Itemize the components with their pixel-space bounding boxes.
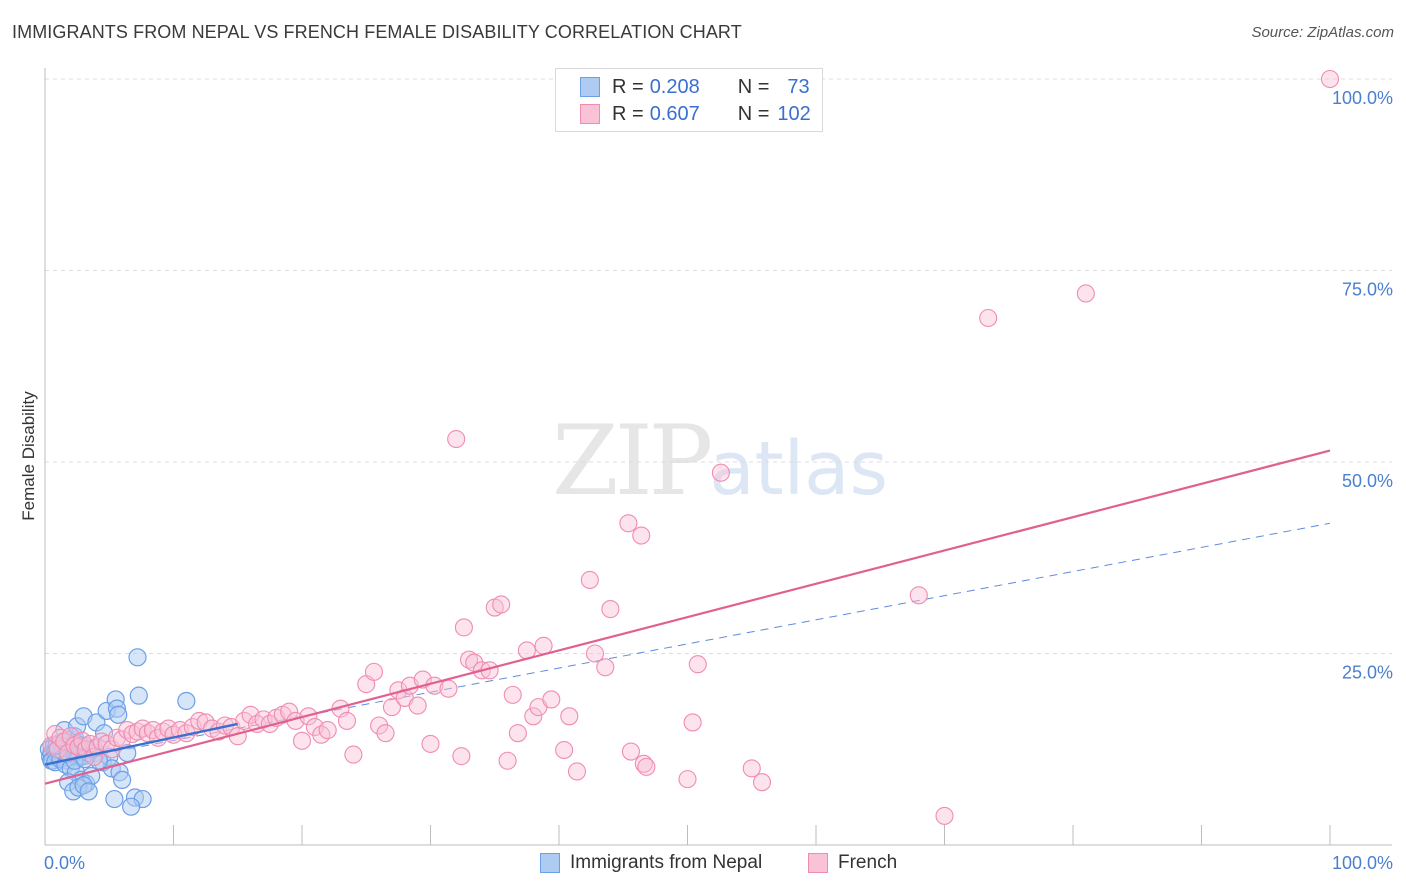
- legend-n-label: N =: [737, 102, 770, 125]
- legend-swatch-nepal: [540, 853, 560, 873]
- data-point-french: [498, 751, 517, 770]
- trend-line-nepal-extended: [44, 522, 1331, 766]
- data-point-french: [634, 754, 653, 773]
- data-point-french: [1076, 284, 1095, 303]
- legend-r-value-french: 0.607: [649, 102, 700, 125]
- watermark: ZIPatlas: [552, 405, 888, 517]
- data-point-french: [382, 698, 402, 717]
- data-point-french: [632, 526, 651, 545]
- legend-n-value-nepal: 73: [787, 75, 810, 98]
- legend-row-nepal: R = 0.208 N = 73: [580, 75, 810, 99]
- data-point-french: [580, 570, 599, 590]
- data-point-french: [752, 773, 772, 792]
- series-nepal-points: [39, 648, 196, 816]
- data-point-french: [312, 725, 331, 744]
- data-point-french: [492, 595, 511, 614]
- data-point-french: [508, 724, 527, 743]
- data-point-nepal: [112, 770, 132, 789]
- data-point-french: [560, 707, 579, 726]
- data-point-french: [596, 658, 615, 677]
- data-point-french: [601, 600, 620, 619]
- data-point-french: [688, 655, 707, 674]
- data-point-french: [421, 734, 440, 753]
- data-point-french: [439, 679, 458, 698]
- stats-legend: R = 0.208 N = 73 R = 0.607 N = 102: [555, 68, 823, 132]
- trend-lines: [44, 449, 1331, 785]
- legend-r-label: R =: [612, 102, 644, 125]
- y-axis-label: Female Disability: [19, 391, 38, 521]
- data-point-french: [292, 731, 312, 750]
- trend-extended-layer: [44, 522, 1331, 766]
- legend-row-french: R = 0.607 N = 102: [580, 102, 811, 126]
- trend-line-nepal: [44, 722, 238, 766]
- data-point-french: [459, 650, 479, 669]
- y-tick-label: 25.0%: [1342, 663, 1393, 683]
- tick-labels: 25.0% 50.0% 75.0% 100.0% 0.0% 100.0%: [44, 88, 1393, 873]
- data-point-french: [1320, 69, 1340, 89]
- watermark-atlas: atlas: [709, 426, 889, 512]
- data-point-french: [376, 724, 395, 743]
- legend-label-french: French: [838, 852, 898, 873]
- data-point-french: [454, 618, 473, 637]
- data-point-nepal: [128, 648, 147, 667]
- chart-title: IMMIGRANTS FROM NEPAL VS FRENCH FEMALE D…: [12, 22, 742, 42]
- data-point-french: [447, 429, 466, 449]
- series-french-points: [42, 69, 1340, 825]
- data-point-french: [621, 742, 641, 761]
- legend-n-value-french: 102: [777, 102, 811, 125]
- legend-item-nepal[interactable]: Immigrants from Nepal: [540, 852, 762, 874]
- data-point-french: [465, 653, 484, 672]
- data-point-french: [678, 770, 697, 789]
- data-point-french: [742, 759, 761, 778]
- data-point-french: [909, 586, 928, 605]
- legend-n-label: N =: [737, 75, 770, 98]
- data-point-french: [542, 690, 561, 709]
- legend-r-label: R =: [612, 75, 644, 98]
- data-point-french: [48, 740, 67, 759]
- data-point-nepal: [105, 789, 124, 809]
- data-point-french: [555, 740, 574, 760]
- legend-swatch-french: [808, 853, 828, 873]
- data-point-french: [370, 716, 389, 735]
- data-point-nepal: [129, 686, 148, 705]
- series-legend: Immigrants from Nepal French: [0, 852, 1406, 876]
- data-point-nepal: [109, 705, 128, 724]
- legend-swatch-nepal: [580, 77, 600, 97]
- axes: [44, 68, 1392, 846]
- data-point-nepal: [121, 797, 141, 816]
- data-point-french: [979, 308, 998, 328]
- legend-item-french[interactable]: French: [808, 852, 897, 874]
- x-tick-label: 100.0%: [1332, 853, 1393, 873]
- data-point-french: [318, 721, 337, 740]
- data-point-nepal: [79, 782, 98, 801]
- data-point-french: [524, 707, 543, 726]
- y-tick-label: 50.0%: [1342, 471, 1393, 491]
- data-point-french: [364, 662, 384, 681]
- data-point-french: [683, 713, 702, 732]
- x-tick-label: 0.0%: [44, 853, 85, 873]
- data-point-french: [408, 696, 427, 715]
- data-point-french: [619, 514, 638, 533]
- source-credit: Source: ZipAtlas.com: [1251, 24, 1394, 41]
- watermark-zip: ZIP: [552, 405, 713, 517]
- legend-swatch-french: [580, 104, 600, 124]
- data-point-french: [337, 711, 357, 730]
- data-point-french: [711, 463, 730, 482]
- grid-lines: [45, 78, 1392, 654]
- data-point-french: [585, 644, 605, 663]
- data-point-french: [452, 747, 471, 766]
- data-point-french: [503, 685, 522, 704]
- y-tick-label: 100.0%: [1332, 88, 1393, 108]
- data-point-french: [935, 806, 954, 825]
- data-point-french: [138, 724, 157, 743]
- data-point-french: [344, 745, 363, 764]
- y-tick-label: 75.0%: [1342, 280, 1393, 300]
- trend-line-french: [44, 449, 1331, 785]
- legend-r-value-nepal: 0.208: [649, 75, 700, 98]
- data-point-nepal: [177, 691, 196, 711]
- legend-label-nepal: Immigrants from Nepal: [570, 852, 763, 873]
- data-point-french: [567, 762, 587, 781]
- data-point-french: [637, 757, 656, 776]
